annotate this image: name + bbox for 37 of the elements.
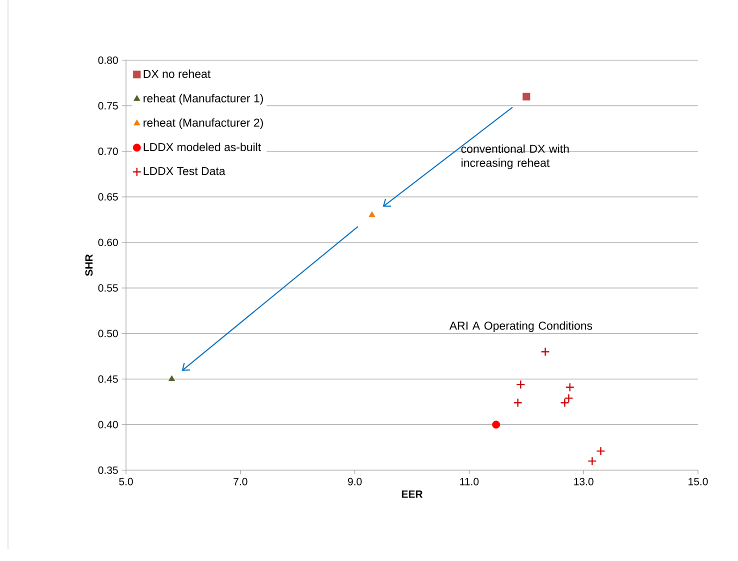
x-tick-label: 7.0 [234,478,248,486]
legend-label: DX no reheat [144,69,211,78]
legend-label: reheat (Manufacturer 2) [144,118,263,129]
point [564,394,574,403]
y-tick-label: 0.40 [98,420,118,428]
y-tick-label: 0.45 [98,375,118,383]
point [565,382,574,392]
legend-label: reheat (Manufacturer 1) [144,94,263,105]
x-axis-title: EER [402,490,423,498]
y-tick-label: 0.35 [98,466,118,474]
point [540,347,550,356]
point [513,398,522,408]
y-axis-title: SHR [85,254,93,276]
point [522,92,530,100]
point [168,375,176,381]
point [492,420,500,429]
legend-label: LDDX Test Data [144,167,226,176]
point [516,380,526,390]
legend-label: LDDX modeled as-built [144,142,262,152]
point [596,446,606,456]
point [368,211,376,217]
y-tick-label: 0.60 [98,238,118,246]
y-tick-label: 0.70 [98,148,118,155]
y-tick-label: 0.65 [98,193,118,200]
annotation: conventional DX with increasing reheat [461,144,569,170]
x-tick-label: 9.0 [348,478,362,486]
y-tick-label: 0.75 [98,102,118,110]
point [560,398,570,408]
x-tick-label: 11.0 [460,478,479,486]
y-tick-label: 0.50 [98,330,118,338]
y-tick-label: 0.80 [98,56,118,64]
point [588,456,597,466]
x-tick-label: 5.0 [119,478,133,486]
x-tick-label: 15.0 [688,478,708,486]
annotation: ARI A Operating Conditions [449,321,592,332]
x-tick-label: 13.0 [574,478,594,486]
y-tick-label: 0.55 [98,284,118,292]
